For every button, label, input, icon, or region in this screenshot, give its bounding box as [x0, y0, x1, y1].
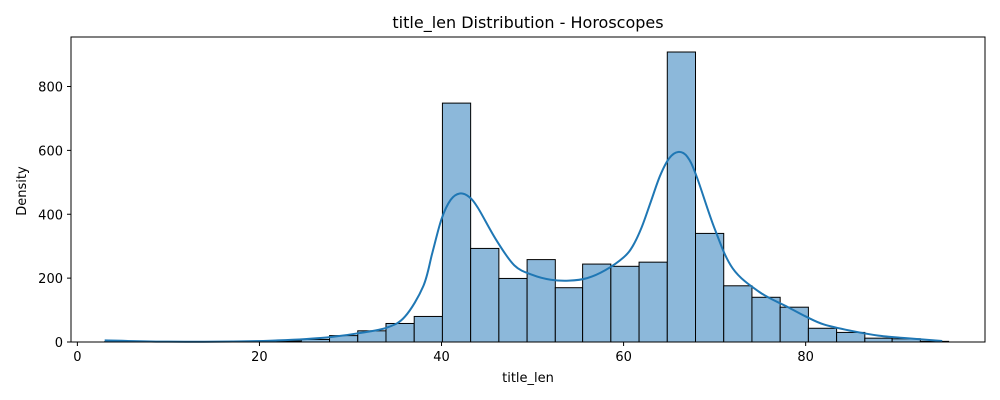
histogram-bar-13: [470, 247, 500, 343]
x-tick-label-1: 20: [251, 350, 268, 365]
histogram-bar-27: [864, 337, 893, 343]
y-tick-label-3: 600: [38, 144, 63, 159]
y-tick-label-4: 800: [38, 81, 63, 96]
x-tick-label-3: 60: [615, 350, 632, 365]
histogram-bar-26: [836, 331, 866, 343]
kde-density-line: [104, 150, 943, 343]
y-tick-label-0: 0: [55, 336, 63, 351]
histogram-bar-23: [751, 296, 781, 343]
histogram-bar-17: [582, 263, 612, 343]
y-tick-label-2: 400: [38, 208, 63, 223]
histogram-bar-11: [413, 315, 443, 343]
histogram-bar-18: [610, 265, 640, 343]
x-tick-label-4: 80: [797, 350, 814, 365]
x-axis-label: title_len: [502, 371, 554, 386]
histogram-bar-22: [723, 285, 753, 343]
histogram-bar-14: [498, 277, 528, 343]
plot-frame: [70, 36, 986, 343]
histogram-bar-19: [638, 261, 668, 343]
histogram-bar-21: [695, 232, 725, 343]
histogram-bar-16: [554, 287, 584, 343]
y-axis-label: Density: [15, 166, 30, 216]
y-axis-ticks: 0 200 400 600 800: [38, 81, 71, 351]
x-tick-label-2: 40: [433, 350, 450, 365]
x-axis-ticks: 0 20 40 60 80: [73, 342, 814, 365]
histogram-bar-24: [779, 306, 809, 343]
histogram-bar-25: [807, 327, 838, 343]
y-tick-label-1: 200: [38, 272, 63, 287]
histogram-bar-20: [666, 51, 697, 343]
chart-title: title_len Distribution - Horoscopes: [392, 13, 663, 33]
histogram-bars: [104, 51, 950, 343]
x-tick-label-0: 0: [73, 350, 81, 365]
histogram-bar-15: [526, 259, 556, 343]
histogram-bar-12: [441, 102, 472, 343]
